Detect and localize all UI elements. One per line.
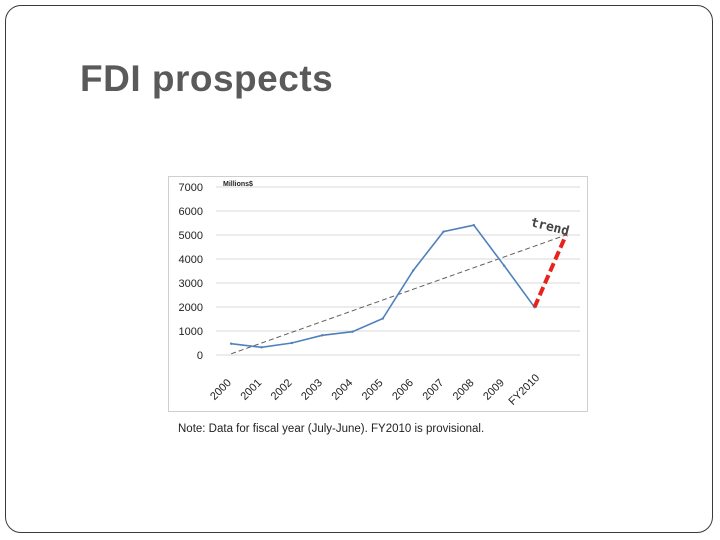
- x-tick-label: 2008: [451, 377, 477, 403]
- data-point: [472, 223, 476, 227]
- data-point: [351, 330, 354, 333]
- x-tick-label: 2005: [360, 377, 386, 403]
- data-point: [290, 341, 294, 345]
- data-point: [411, 269, 415, 272]
- x-tick-label: 2006: [390, 377, 416, 403]
- y-tick-label: 3000: [179, 278, 203, 290]
- slide-frame: [5, 5, 713, 533]
- x-tick-label: 2000: [208, 377, 234, 403]
- x-tick-label: 2003: [299, 377, 325, 403]
- data-point: [320, 334, 324, 337]
- y-tick-label: 7000: [179, 182, 203, 194]
- x-tick-label: 2004: [329, 377, 355, 403]
- trend-annotation-label: trend: [529, 215, 571, 239]
- y-tick-label: 5000: [179, 230, 203, 242]
- x-tick-label: 2007: [420, 377, 446, 403]
- x-tick-label: 2001: [238, 377, 264, 403]
- chart-note: Note: Data for fiscal year (July-June). …: [178, 423, 485, 435]
- y-tick-label: 2000: [179, 302, 203, 314]
- y-tick-label: 0: [197, 350, 203, 362]
- x-tick-label: 2009: [481, 377, 507, 403]
- series-line: [231, 224, 536, 349]
- x-tick-label: 2002: [269, 377, 295, 403]
- data-point: [381, 317, 385, 320]
- y-tick-label: 4000: [179, 254, 203, 266]
- y-tick-label: 6000: [179, 206, 203, 218]
- y-tick-label: 1000: [179, 326, 203, 338]
- data-point: [229, 342, 233, 345]
- slide-title: FDI prospects: [80, 58, 334, 99]
- x-tick-label: FY2010: [507, 372, 543, 408]
- trend-annotation-line: [532, 234, 568, 309]
- y-unit-label: Millions$: [223, 181, 253, 188]
- fdi-chart: [168, 176, 588, 412]
- data-point: [442, 230, 445, 233]
- data-point: [502, 264, 506, 267]
- data-point: [260, 346, 263, 349]
